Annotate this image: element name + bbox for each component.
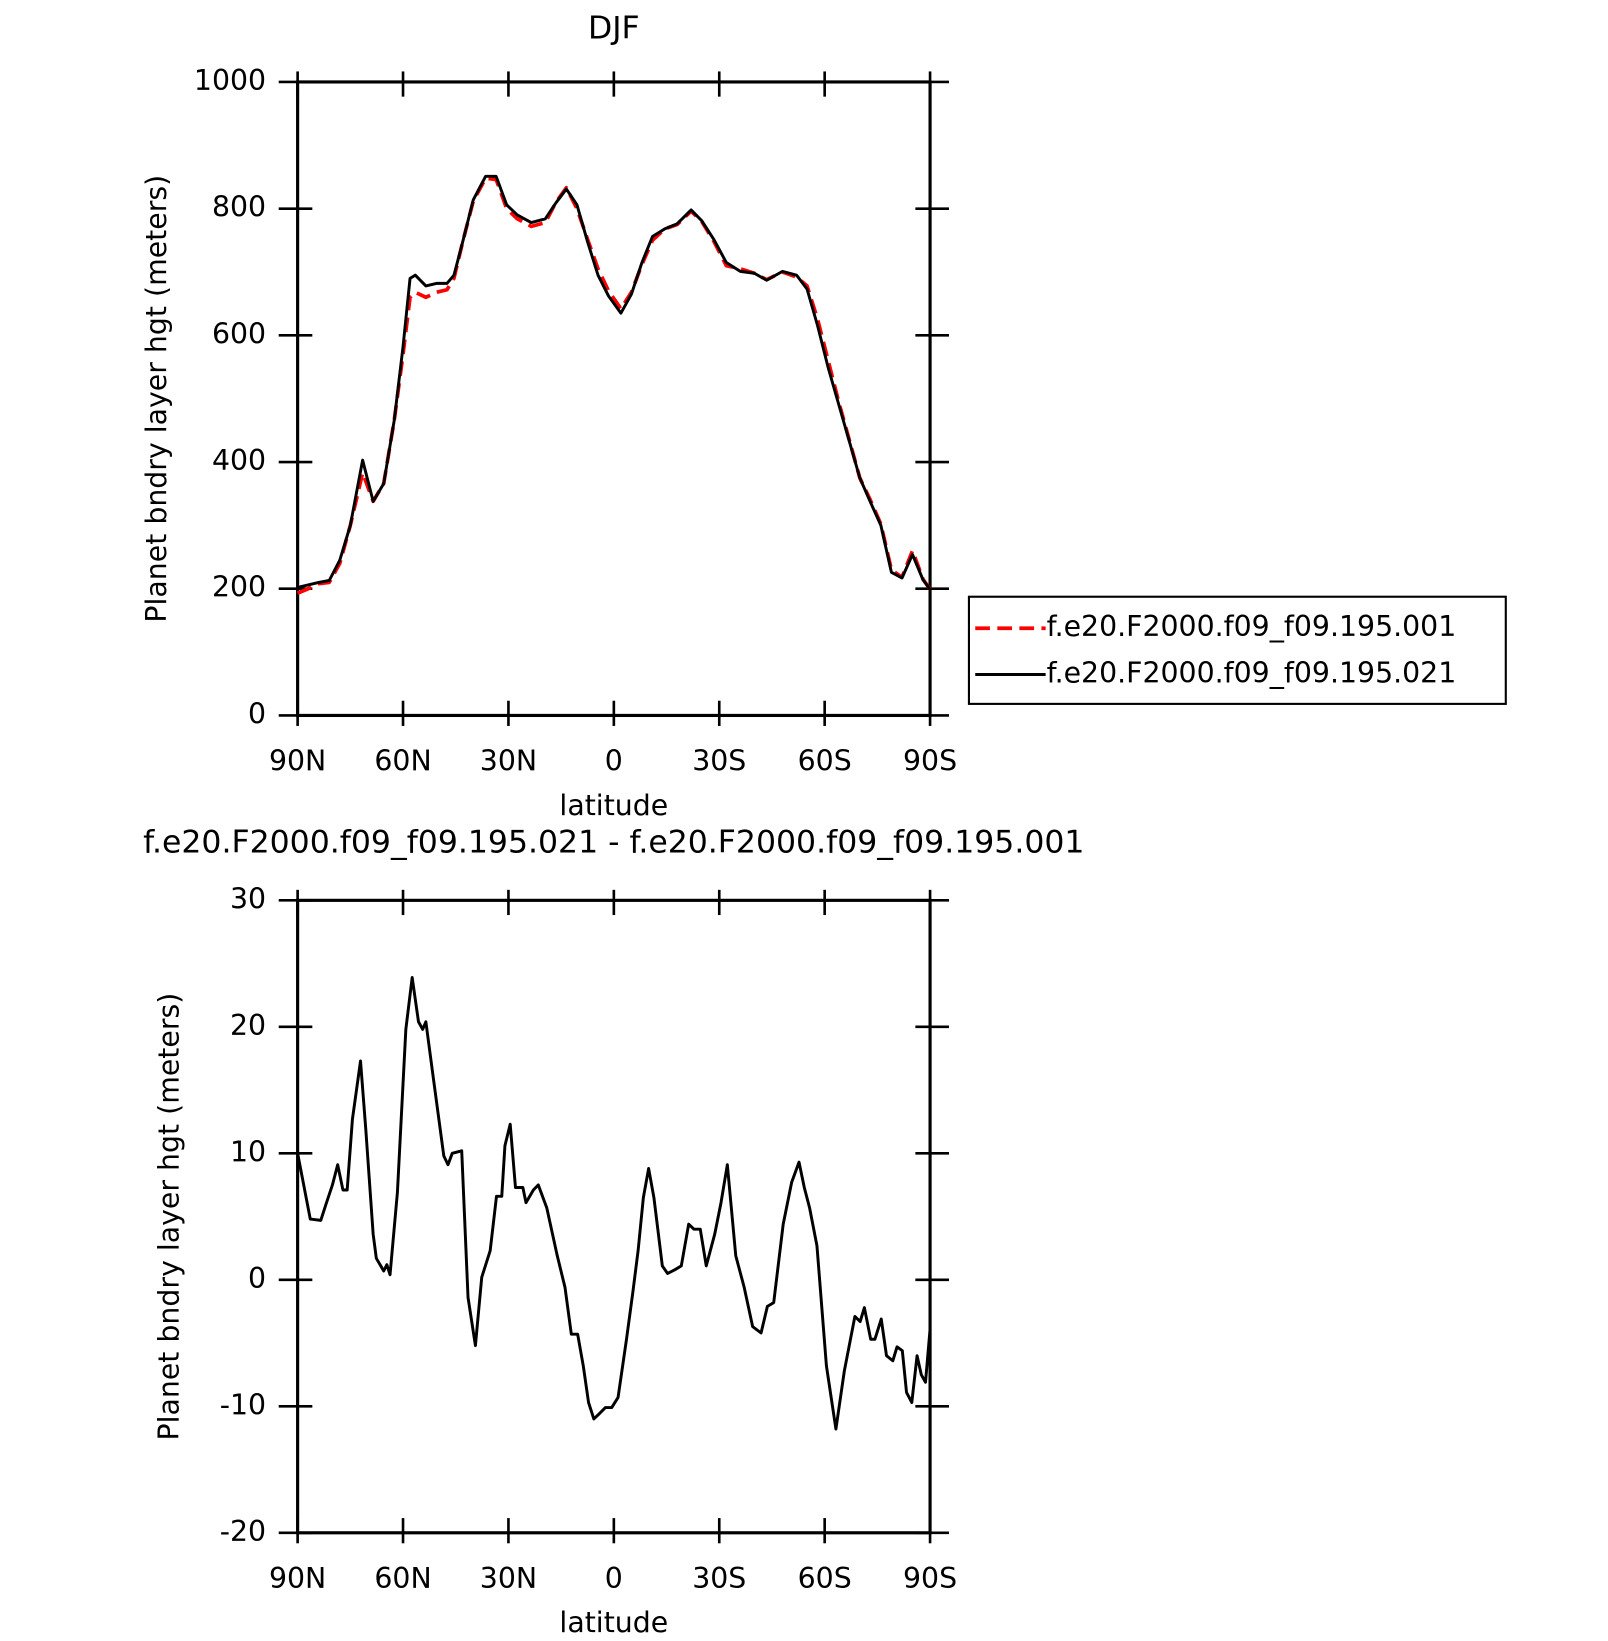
y-tick-label: 800: [212, 191, 266, 224]
plot-frame: [296, 80, 932, 718]
chart-title: f.e20.F2000.f09_f09.195.021 - f.e20.F200…: [143, 825, 1084, 861]
legend-label: f.e20.F2000.f09_f09.195.001: [1047, 610, 1457, 643]
data-line: [296, 976, 932, 1431]
y-tick-label: 0: [248, 1262, 266, 1295]
x-tick-label: 90S: [903, 745, 957, 778]
data-line: [297, 174, 932, 591]
x-tick-label: 60N: [374, 745, 431, 778]
y-tick-label: 20: [230, 1009, 266, 1042]
y-tick-label: 400: [212, 444, 266, 477]
y-axis-label: Planet bndry layer hgt (meters): [153, 993, 186, 1441]
x-tick-label: 60S: [798, 1562, 852, 1595]
y-tick-label: 1000: [194, 64, 266, 97]
y-axis-label: Planet bndry layer hgt (meters): [140, 175, 173, 623]
x-tick-label: 90S: [903, 1562, 957, 1595]
x-axis-label: latitude: [559, 1606, 668, 1639]
x-tick-label: 60N: [374, 1562, 431, 1595]
y-tick-label: 0: [248, 697, 266, 730]
x-axis-label: latitude: [559, 789, 668, 822]
legend-box: [967, 595, 1507, 705]
data-line: [296, 176, 932, 595]
y-tick-label: -10: [220, 1388, 266, 1421]
x-tick-label: 30S: [692, 745, 746, 778]
y-tick-label: 10: [230, 1135, 266, 1168]
x-tick-label: 90N: [269, 745, 326, 778]
x-tick-label: 30S: [692, 1562, 746, 1595]
plot-frame: [296, 898, 932, 1535]
x-tick-label: 60S: [798, 745, 852, 778]
x-tick-label: 0: [605, 745, 623, 778]
y-tick-label: -20: [220, 1515, 266, 1548]
x-tick-label: 30N: [480, 1562, 537, 1595]
y-tick-label: 200: [212, 571, 266, 604]
legend-label: f.e20.F2000.f09_f09.195.021: [1047, 656, 1457, 689]
y-tick-label: 30: [230, 882, 266, 915]
x-tick-label: 90N: [269, 1562, 326, 1595]
y-tick-label: 600: [212, 317, 266, 350]
chart-title: DJF: [588, 10, 640, 46]
x-tick-label: 30N: [480, 745, 537, 778]
x-tick-label: 0: [605, 1562, 623, 1595]
